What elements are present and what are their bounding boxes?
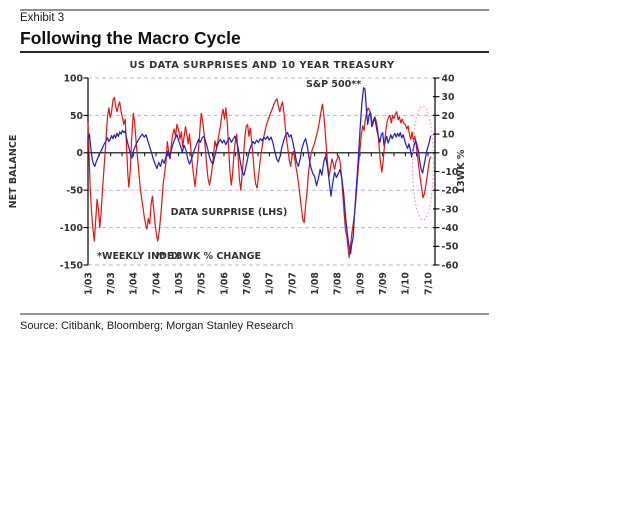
- y-left-tick-label: -100: [60, 223, 84, 234]
- y-axis-left-ticks: [83, 77, 88, 266]
- x-tick-label: 1/07: [265, 272, 276, 295]
- x-tick-label: 7/03: [106, 272, 117, 295]
- y-axis-right-title: 13WK %: [456, 149, 467, 193]
- y-right-tick-label: 30: [442, 92, 455, 103]
- data-surprise-label: DATA SURPRISE (LHS): [171, 207, 288, 218]
- title-rule: [20, 51, 489, 53]
- chart-title: US DATA SURPRISES AND 10 YEAR TREASURY: [130, 60, 395, 71]
- x-tick-label: 1/03: [83, 272, 94, 295]
- x-tick-label: 1/06: [219, 272, 230, 295]
- highlight-ellipse: [411, 105, 435, 221]
- y-right-tick-label: 40: [442, 73, 455, 84]
- x-tick-label: 7/06: [242, 272, 253, 295]
- x-tick-label: 1/10: [401, 272, 412, 295]
- y-right-tick-label: 10: [442, 130, 455, 141]
- y-right-tick-label: 0: [442, 148, 449, 159]
- x-tick-label: 7/07: [287, 272, 298, 295]
- y-left-tick-label: 50: [70, 111, 83, 122]
- y-left-tick-label: -50: [66, 186, 83, 197]
- top-rule: [20, 9, 489, 11]
- source-rule: [20, 313, 489, 315]
- y-left-tick-label: 100: [64, 73, 84, 84]
- footnote-13wk-change: ** 13WK % CHANGE: [156, 251, 261, 262]
- exhibit-label: Exhibit 3: [20, 12, 65, 24]
- source-text: Source: Citibank, Bloomberg; Morgan Stan…: [20, 320, 294, 332]
- x-tick-label: 7/05: [197, 272, 208, 295]
- x-tick-label: 7/09: [378, 272, 389, 295]
- y-right-tick-label: -40: [442, 223, 459, 234]
- macro-cycle-chart: US DATA SURPRISES AND 10 YEAR TREASURY 1…: [8, 60, 467, 295]
- gridlines: [88, 77, 435, 266]
- y-left-tick-label: -150: [60, 260, 84, 271]
- x-axis-labels: 1/03 7/03 1/04 7/04 1/05 7/05 1/06 7/06 1/07 7/07…: [83, 272, 434, 295]
- sp500-label: S&P 500**: [306, 79, 361, 90]
- y-axis-left-title: NET BALANCE: [8, 135, 19, 209]
- x-tick-label: 7/08: [333, 272, 344, 295]
- y-axis-left-labels: 100 50 0 -50 -100 -150: [60, 73, 84, 271]
- footnote-weekly-index: *WEEKLY INDEX: [97, 251, 181, 262]
- y-left-tick-label: 0: [77, 148, 84, 159]
- x-tick-label: 1/04: [129, 272, 140, 295]
- y-right-tick-label: -10: [442, 167, 459, 178]
- y-right-tick-label: 20: [442, 111, 455, 122]
- y-axis-right-ticks: [433, 77, 440, 266]
- x-tick-label: 1/09: [355, 272, 366, 295]
- page-title: Following the Macro Cycle: [20, 28, 241, 48]
- y-axis-right-labels: 40 30 20 10 0 -10 -20 -30 -40 -50 -60: [442, 73, 459, 271]
- y-right-tick-label: -50: [442, 242, 459, 253]
- series-data-surprise: [87, 96, 432, 259]
- x-tick-label: 7/04: [151, 272, 162, 295]
- y-right-tick-label: -20: [442, 186, 459, 197]
- y-right-tick-label: -60: [442, 260, 459, 271]
- y-right-tick-label: -30: [442, 204, 459, 215]
- series-sp500: [87, 87, 432, 255]
- x-tick-label: 1/05: [174, 272, 185, 295]
- x-tick-label: 1/08: [310, 272, 321, 295]
- x-tick-label: 7/10: [423, 272, 434, 295]
